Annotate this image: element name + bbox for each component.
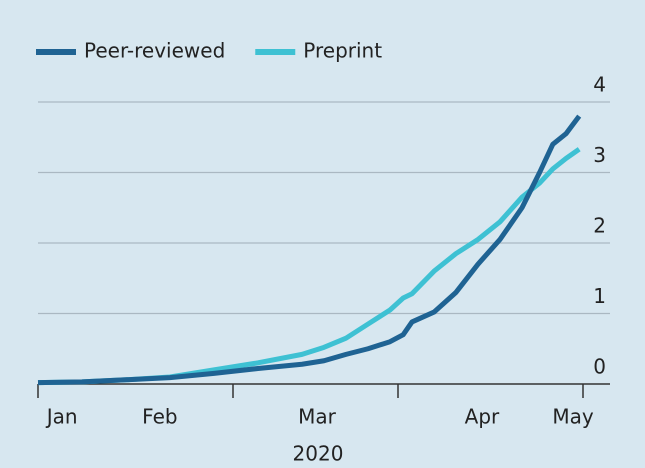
- y-tick-label: 2: [593, 214, 606, 238]
- x-tick-label: Jan: [45, 405, 78, 429]
- y-tick-label: 3: [593, 143, 606, 167]
- y-tick-label: 0: [593, 355, 606, 379]
- series-line: [37, 114, 582, 386]
- x-tick-label: Apr: [465, 405, 500, 429]
- month-boundaries: [37, 384, 584, 398]
- y-tick-label: 1: [593, 284, 606, 308]
- legend-label: Preprint: [303, 39, 382, 63]
- legend-label: Peer-reviewed: [84, 39, 225, 63]
- x-tick-label: May: [552, 405, 594, 429]
- x-tick-label: Mar: [298, 405, 337, 429]
- y-tick-label: 4: [593, 73, 606, 97]
- x-axis-label: 2020: [293, 442, 344, 466]
- x-tick-label: Feb: [142, 405, 177, 429]
